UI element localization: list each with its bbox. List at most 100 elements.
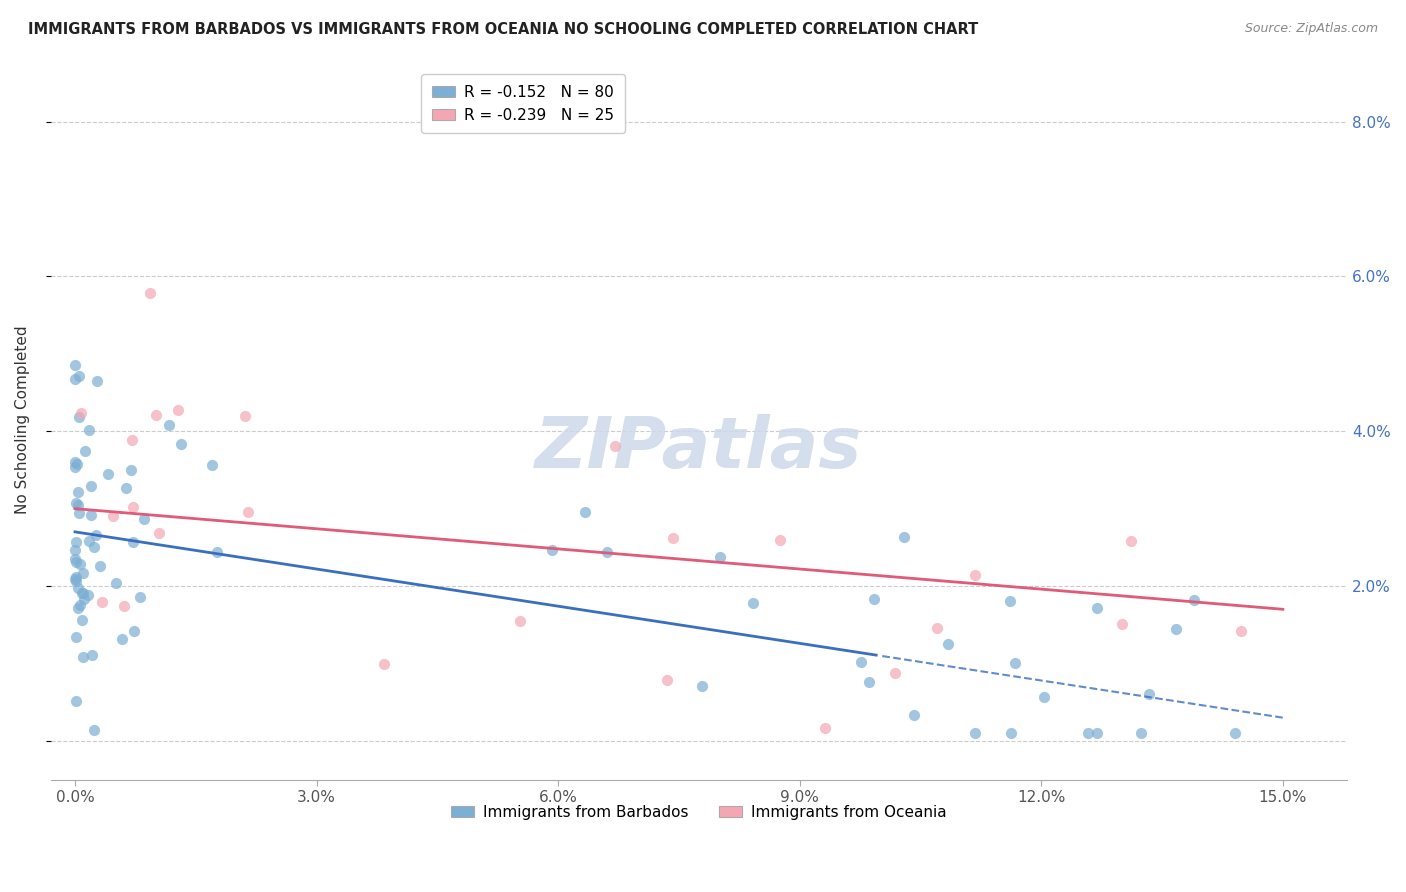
Point [145, 408, 167, 422]
Point [1119, 534, 1142, 549]
Point [596, 544, 619, 558]
Point [66, 457, 89, 471]
Point [769, 533, 792, 547]
Point [77, 423, 100, 437]
Point [65, 574, 87, 588]
Point [97, 467, 120, 481]
Point [69, 557, 91, 571]
Point [1166, 622, 1188, 636]
Point [884, 665, 907, 680]
Point [65, 534, 87, 549]
Point [67, 499, 90, 513]
Point [63, 372, 86, 386]
Point [86, 375, 108, 389]
Point [858, 675, 880, 690]
Point [662, 532, 685, 546]
Point [233, 409, 256, 423]
Point [67, 410, 90, 425]
Point [72, 586, 94, 600]
Point [893, 530, 915, 544]
Point [115, 482, 138, 496]
Point [1182, 592, 1205, 607]
Point [122, 624, 145, 638]
Point [157, 417, 180, 432]
Point [936, 637, 959, 651]
Point [998, 594, 1021, 608]
Point [65, 460, 87, 475]
Point [603, 439, 626, 453]
Point [574, 504, 596, 518]
Point [86, 528, 108, 542]
Point [72, 649, 94, 664]
Point [80, 648, 103, 662]
Point [1129, 726, 1152, 740]
Point [741, 597, 763, 611]
Point [148, 525, 170, 540]
Point [1004, 656, 1026, 670]
Point [63, 358, 86, 372]
Point [65, 555, 87, 569]
Point [110, 632, 132, 646]
Point [65, 694, 87, 708]
Point [139, 285, 162, 300]
Point [101, 508, 124, 523]
Point [1085, 601, 1108, 615]
Point [541, 542, 564, 557]
Point [65, 542, 87, 557]
Point [89, 559, 111, 574]
Point [373, 657, 395, 672]
Point [67, 601, 90, 615]
Point [709, 549, 731, 564]
Point [1230, 624, 1253, 639]
Legend: Immigrants from Barbados, Immigrants from Oceania: Immigrants from Barbados, Immigrants fro… [446, 798, 953, 826]
Point [67, 369, 90, 384]
Point [963, 726, 986, 740]
Point [120, 463, 142, 477]
Point [83, 723, 105, 737]
Point [1033, 690, 1056, 705]
Point [63, 572, 86, 586]
Point [903, 707, 925, 722]
Text: ZIPatlas: ZIPatlas [536, 414, 863, 483]
Point [1223, 726, 1246, 740]
Point [657, 673, 679, 687]
Point [70, 613, 93, 627]
Point [1000, 726, 1022, 740]
Point [121, 433, 143, 447]
Point [236, 505, 259, 519]
Point [112, 599, 135, 614]
Point [77, 588, 100, 602]
Text: Source: ZipAtlas.com: Source: ZipAtlas.com [1244, 22, 1378, 36]
Point [690, 679, 713, 693]
Point [1137, 687, 1160, 701]
Point [91, 595, 114, 609]
Point [63, 552, 86, 566]
Point [80, 508, 103, 522]
Point [1111, 616, 1133, 631]
Point [207, 544, 229, 558]
Point [83, 540, 105, 554]
Point [201, 458, 224, 472]
Point [67, 506, 90, 520]
Point [134, 512, 156, 526]
Point [70, 586, 93, 600]
Point [79, 533, 101, 548]
Point [121, 500, 143, 514]
Y-axis label: No Schooling Completed: No Schooling Completed [15, 326, 30, 514]
Point [129, 591, 152, 605]
Point [167, 402, 190, 417]
Point [863, 591, 886, 606]
Point [79, 479, 101, 493]
Point [965, 568, 987, 582]
Point [851, 655, 873, 669]
Point [65, 569, 87, 583]
Point [66, 485, 89, 500]
Point [814, 721, 837, 735]
Point [73, 591, 96, 606]
Point [65, 496, 87, 510]
Point [104, 575, 127, 590]
Point [66, 582, 89, 596]
Point [1085, 726, 1108, 740]
Point [73, 444, 96, 458]
Point [509, 614, 531, 628]
